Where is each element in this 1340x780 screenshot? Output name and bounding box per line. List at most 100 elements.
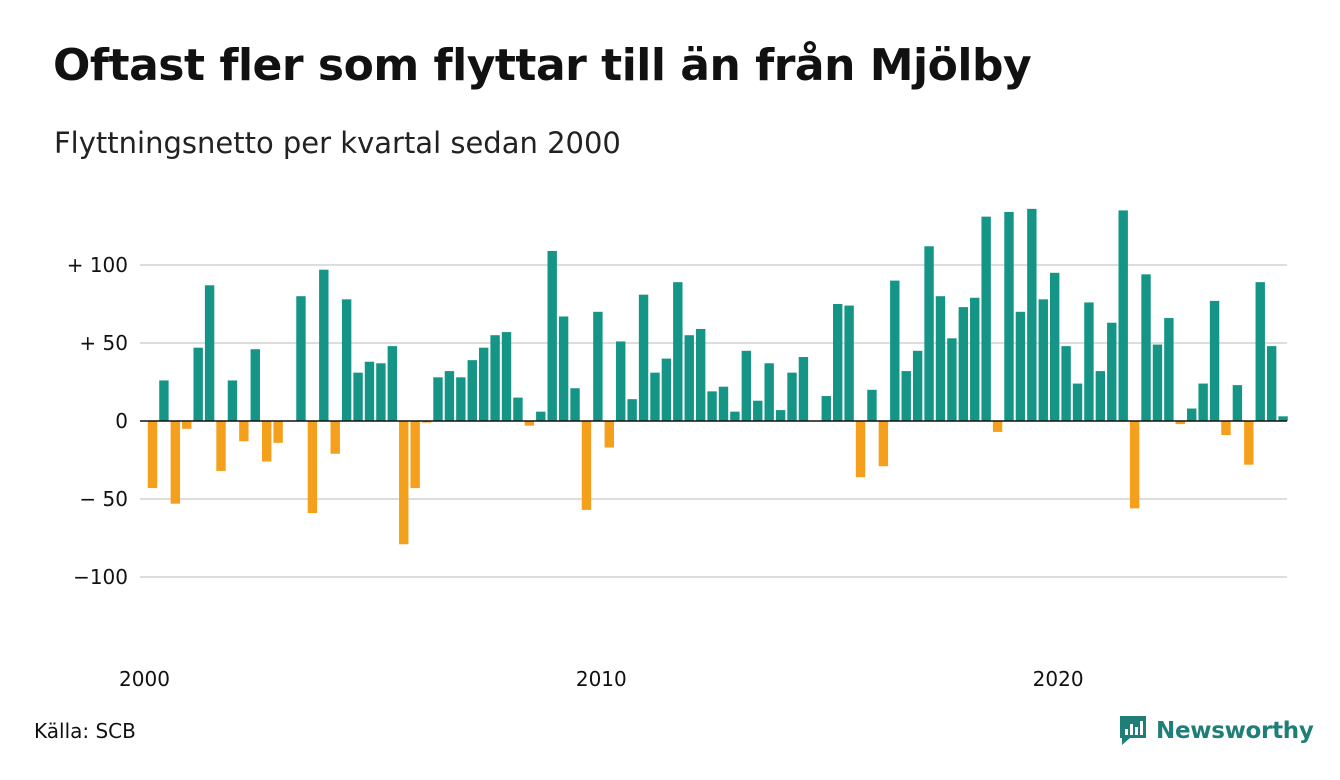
bar: [958, 307, 969, 421]
bar: [901, 371, 911, 421]
bar: [513, 397, 523, 421]
bar: [741, 350, 752, 421]
bar: [604, 421, 614, 448]
bar: [456, 377, 466, 421]
bar: [992, 421, 1003, 432]
bar: [1209, 300, 1220, 421]
bar: [490, 335, 500, 421]
bar: [1061, 346, 1071, 421]
bar: [353, 372, 363, 421]
bar: [467, 360, 477, 421]
bar: [1164, 318, 1174, 421]
bar: [1175, 421, 1185, 425]
bar: [616, 341, 626, 421]
x-tick-label: 2010: [576, 667, 627, 691]
bar: [1152, 344, 1163, 421]
bar: [159, 380, 169, 421]
bar: [1198, 383, 1208, 421]
bar: [581, 421, 592, 510]
bar: [1118, 210, 1128, 421]
bar: [912, 350, 923, 421]
bar: [638, 294, 649, 421]
bar: [1072, 383, 1083, 421]
x-tick-label: 2020: [1033, 667, 1084, 691]
bar: [376, 363, 386, 421]
y-tick-label: −100: [73, 565, 128, 589]
bar: [650, 372, 660, 421]
bar: [410, 421, 420, 489]
y-tick-label: + 100: [67, 253, 128, 277]
bar: [1129, 421, 1140, 509]
bar: [330, 421, 340, 454]
bar: [1187, 408, 1197, 421]
bar: [216, 421, 226, 471]
bar: [661, 358, 672, 421]
bar: [319, 269, 329, 421]
bar: [855, 421, 866, 478]
bar: [1255, 282, 1265, 421]
bar: [1049, 272, 1060, 421]
bar: [844, 305, 854, 421]
gridlines: [140, 264, 1287, 578]
bar: [524, 421, 535, 426]
bar: [890, 280, 900, 421]
bar: [684, 335, 694, 421]
chart-title: Oftast fler som flyttar till än från Mjö…: [53, 40, 1032, 91]
bar: [1038, 299, 1048, 421]
bar: [764, 363, 774, 421]
bar: [296, 296, 306, 421]
bar-chart: + 100 + 50 0 − 50 −100 2000 2010 2020: [67, 208, 1288, 691]
bar: [1004, 211, 1014, 421]
bar: [924, 246, 934, 421]
bar: [673, 282, 683, 421]
bar: [787, 372, 797, 421]
bar: [387, 346, 398, 421]
bar: [798, 357, 809, 421]
bar: [1232, 385, 1243, 421]
bar: [695, 328, 706, 421]
bar: [570, 388, 580, 421]
x-tick-label: 2000: [119, 667, 170, 691]
bar: [1141, 274, 1151, 421]
y-tick-label: + 50: [79, 331, 128, 355]
bar: [262, 421, 272, 462]
bar: [478, 347, 489, 421]
brand-logo: Newsworthy: [1118, 714, 1314, 748]
bar: [935, 296, 946, 421]
bar: [1084, 302, 1094, 421]
source-note: Källa: SCB: [34, 719, 136, 743]
y-tick-label: − 50: [79, 487, 128, 511]
bar: [364, 361, 375, 421]
bar: [981, 216, 991, 421]
bar: [536, 411, 546, 421]
bar: [878, 421, 889, 467]
bar: [707, 391, 717, 421]
bar: [1221, 421, 1231, 436]
bar: [718, 386, 729, 421]
bar: [753, 400, 763, 421]
bar: [399, 421, 409, 545]
bar: [250, 349, 260, 421]
bar: [947, 338, 957, 421]
bar: [147, 421, 158, 489]
brand-name: Newsworthy: [1156, 718, 1314, 744]
bar: [970, 297, 980, 421]
bar: [1027, 208, 1037, 421]
axes: + 100 + 50 0 − 50 −100 2000 2010 2020: [67, 253, 1287, 691]
bar: [558, 316, 569, 421]
bar: [1244, 421, 1254, 465]
chart-subtitle: Flyttningsnetto per kvartal sedan 2000: [54, 126, 621, 160]
bar: [775, 410, 786, 421]
bar: [627, 399, 637, 421]
bar: [1278, 416, 1288, 421]
bar: [421, 421, 432, 423]
bar: [341, 299, 352, 421]
bar: [1095, 371, 1106, 421]
y-tick-label: 0: [115, 409, 128, 433]
bar: [501, 332, 512, 421]
bar: [204, 285, 215, 421]
bar: [273, 421, 283, 443]
bar: [867, 389, 877, 421]
bar: [193, 347, 203, 421]
bar: [1266, 346, 1277, 421]
